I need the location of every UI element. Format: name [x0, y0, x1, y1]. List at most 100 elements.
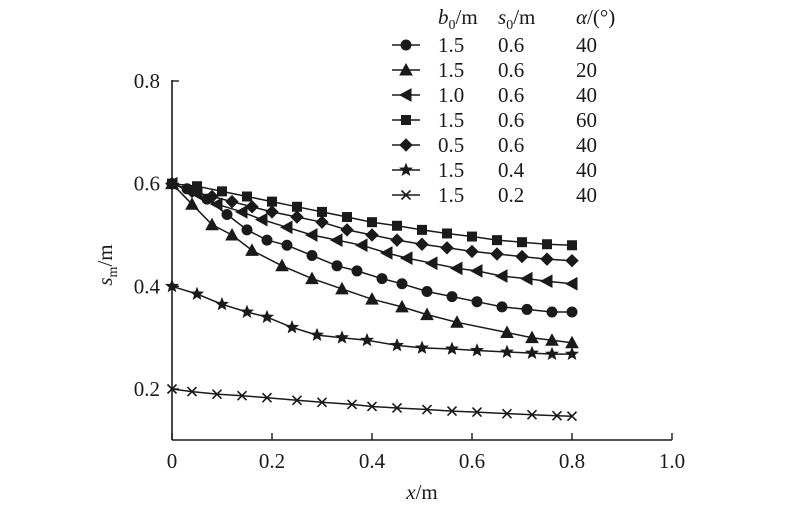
- x-point: [391, 402, 403, 414]
- circle-point: [351, 265, 363, 277]
- star-point: [309, 327, 325, 342]
- x-tick-label: 0.2: [259, 449, 285, 473]
- y-tick-label: 0.4: [134, 274, 161, 298]
- circle-point: [546, 306, 558, 318]
- legend-s0-value: 0.6: [498, 108, 524, 132]
- y-tick-label: 0.8: [134, 69, 160, 93]
- circle-point: [221, 208, 233, 220]
- diamond-point: [265, 205, 279, 219]
- legend-alpha-value: 40: [576, 183, 597, 207]
- triangle-left-point: [539, 274, 553, 289]
- circle-point: [521, 303, 533, 315]
- x-point: [261, 392, 273, 403]
- square-point: [542, 239, 552, 250]
- legend-alpha-value: 40: [576, 158, 597, 182]
- legend-triangle-up-marker: [399, 62, 413, 76]
- legend-alpha-value: 60: [576, 108, 597, 132]
- square-point: [317, 206, 327, 217]
- legend-header-s0: s0/m: [498, 5, 535, 33]
- x-tick-label: 0.8: [559, 449, 585, 473]
- triangle-up-point: [205, 217, 219, 231]
- square-point: [217, 186, 227, 197]
- triangle-left-point: [519, 271, 533, 286]
- square-point: [567, 240, 577, 251]
- legend-entry-3: 1.0 0.6 40: [392, 83, 597, 107]
- x-tick-label: 1.0: [659, 449, 685, 473]
- x-point: [566, 411, 578, 422]
- diamond-point: [465, 244, 479, 259]
- triangle-up-point: [185, 197, 199, 210]
- star-point: [469, 343, 485, 357]
- diamond-point: [415, 237, 429, 251]
- star-point: [499, 344, 515, 358]
- triangle-left-point: [304, 228, 318, 242]
- circle-point: [241, 224, 253, 236]
- series-6: [164, 278, 580, 361]
- legend-s0-value: 0.4: [498, 158, 525, 182]
- star-point: [259, 309, 275, 324]
- circle-point: [331, 260, 343, 272]
- star-point: [444, 341, 460, 355]
- triangle-up-point: [395, 299, 409, 313]
- triangle-left-point: [399, 251, 413, 265]
- x-tick-label: 0: [167, 449, 178, 473]
- x-point: [346, 399, 358, 410]
- square-point: [242, 191, 252, 202]
- axes: 0.20.40.60.80 0.2 0.4 0.6 0.8 1.0x/msm/m: [93, 69, 685, 504]
- legend-s0-value: 0.2: [498, 183, 524, 207]
- legend-entry-7: 1.5 0.2 40: [392, 183, 597, 207]
- series-3: [164, 176, 578, 291]
- series-line: [171, 183, 573, 344]
- y-tick-label: 0.2: [134, 377, 160, 401]
- legend-b0-value: 1.0: [438, 83, 464, 107]
- triangle-up-point: [365, 292, 379, 305]
- star-point: [359, 332, 375, 347]
- triangle-up-point: [500, 325, 514, 339]
- legend-header-alpha: α/(°): [576, 5, 615, 29]
- triangle-left-point: [234, 205, 248, 219]
- series-7: [166, 383, 578, 422]
- square-point: [492, 235, 502, 246]
- diamond-point: [440, 241, 454, 255]
- square-point: [517, 237, 527, 248]
- square-point: [392, 220, 402, 231]
- star-point: [239, 304, 255, 318]
- legend-alpha-value: 40: [576, 83, 597, 107]
- series-layer: [164, 176, 580, 422]
- legend-s0-value: 0.6: [498, 58, 524, 82]
- legend-entry-2: 1.5 0.6 20: [392, 58, 597, 82]
- legend-alpha-value: 20: [576, 58, 597, 82]
- triangle-left-point: [469, 264, 483, 278]
- square-point: [442, 228, 452, 239]
- triangle-left-point: [354, 238, 368, 253]
- triangle-left-point: [379, 246, 393, 260]
- circle-point: [396, 278, 408, 290]
- star-point: [214, 296, 230, 311]
- series-5: [165, 176, 579, 268]
- legend-entry-5: 0.5 0.6 40: [392, 133, 597, 157]
- circle-point: [446, 291, 458, 303]
- circle-point: [376, 273, 388, 285]
- triangle-left-point: [254, 212, 268, 227]
- x-point: [186, 386, 198, 397]
- star-point: [189, 286, 205, 301]
- x-point: [366, 401, 378, 412]
- legend: b0/m s0/m α/(°)1.5 0.6 401.5 0.6 201.0 0.6 401.5…: [392, 5, 615, 207]
- triangle-left-point: [564, 276, 578, 291]
- circle-point: [566, 306, 578, 318]
- triangle-up-point: [305, 271, 319, 285]
- diamond-point: [540, 252, 554, 266]
- legend-alpha-value: 40: [576, 33, 597, 57]
- legend-s0-value: 0.6: [498, 133, 524, 157]
- x-point: [291, 395, 303, 406]
- star-point: [389, 338, 405, 352]
- circle-point: [471, 296, 483, 308]
- legend-b0-value: 0.5: [438, 133, 464, 157]
- diamond-point: [365, 228, 379, 242]
- star-point: [284, 320, 300, 334]
- diamond-point: [340, 223, 354, 237]
- legend-b0-value: 1.5: [438, 33, 464, 57]
- x-point: [446, 406, 458, 417]
- legend-s0-value: 0.6: [498, 83, 524, 107]
